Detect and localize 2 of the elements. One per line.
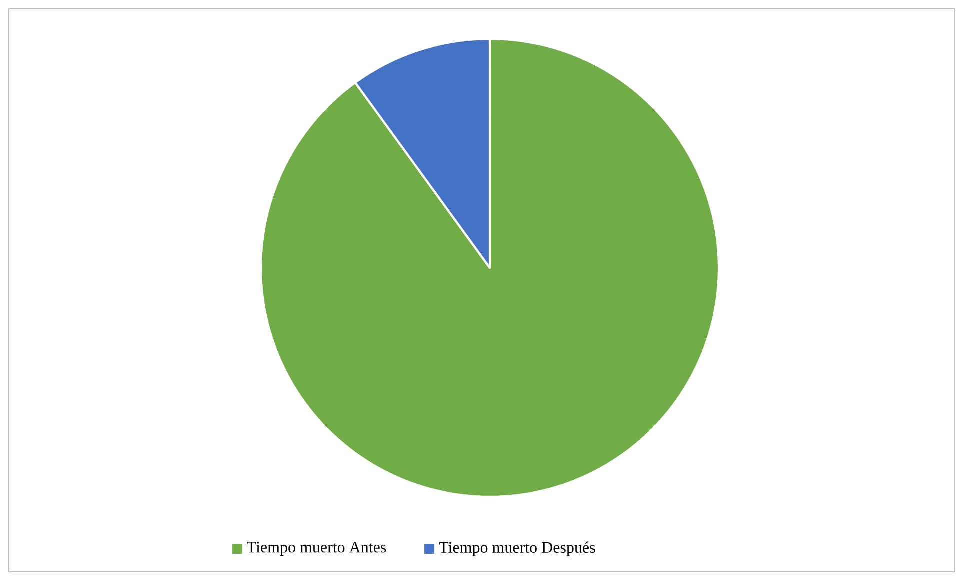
legend-label: Tiempo muerto Después: [439, 542, 596, 556]
legend-label: Tiempo muerto Antes: [247, 542, 386, 556]
